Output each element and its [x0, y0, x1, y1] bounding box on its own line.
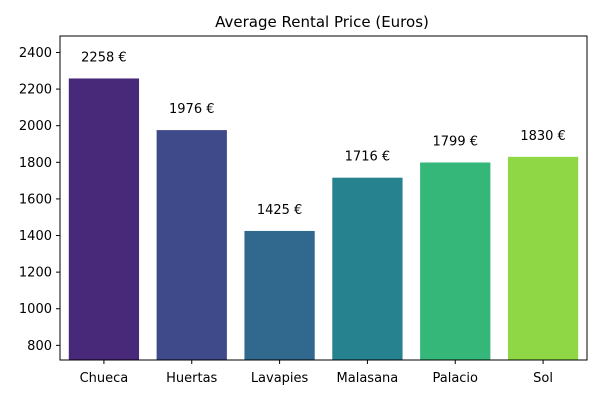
- x-tick-label-lavapies: Lavapies: [251, 371, 309, 386]
- y-tick-label-1400: 1400: [19, 229, 52, 244]
- y-tick-label-1800: 1800: [19, 156, 52, 171]
- data-label-huertas: 1976 €: [169, 102, 215, 117]
- x-tick-label-sol: Sol: [533, 371, 553, 386]
- bar-chueca: [68, 78, 140, 360]
- data-label-chueca: 2258 €: [81, 50, 127, 65]
- plot-frame: [59, 35, 588, 361]
- y-tick-label-2400: 2400: [19, 46, 52, 61]
- bar-malasana: [332, 177, 403, 360]
- bars-group: [68, 78, 579, 360]
- data-label-palacio: 1799 €: [433, 134, 479, 149]
- data-labels-group: 2258 € 1976 € 1425 € 1716 € 1799 € 1830 €: [81, 50, 566, 217]
- x-tick-label-malasana: Malasana: [337, 371, 399, 386]
- x-axis: Chueca Huertas Lavapies Malasana Palacio Sol: [80, 360, 553, 386]
- y-axis: 800 1000 1200 1400 1600 1800 2000 2200 2400: [19, 46, 60, 354]
- bar-lavapies: [244, 230, 315, 360]
- data-label-malasana: 1716 €: [345, 150, 391, 165]
- data-label-sol: 1830 €: [520, 129, 566, 144]
- y-tick-label-2200: 2200: [19, 83, 52, 98]
- y-tick-label-1600: 1600: [19, 192, 52, 207]
- bar-sol: [507, 156, 579, 360]
- x-tick-label-palacio: Palacio: [432, 371, 478, 386]
- y-tick-label-2000: 2000: [19, 119, 52, 134]
- x-tick-label-chueca: Chueca: [80, 371, 129, 386]
- y-tick-label-800: 800: [27, 339, 52, 354]
- x-tick-label-huertas: Huertas: [166, 371, 217, 386]
- bar-huertas: [156, 130, 227, 360]
- bar-palacio: [420, 162, 491, 360]
- y-tick-label-1000: 1000: [19, 302, 52, 317]
- y-tick-label-1200: 1200: [19, 266, 52, 281]
- data-label-lavapies: 1425 €: [257, 203, 303, 218]
- chart-title: Average Rental Price (Euros): [215, 13, 429, 31]
